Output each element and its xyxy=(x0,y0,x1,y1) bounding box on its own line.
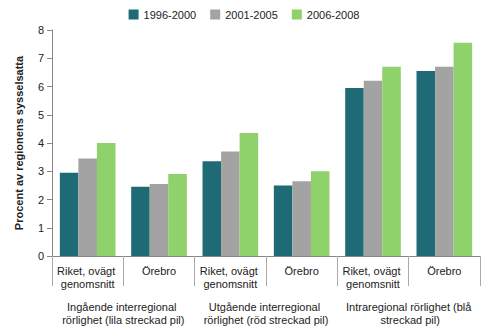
svg-text:5: 5 xyxy=(38,109,44,121)
svg-text:rörlighet (lila streckad pil): rörlighet (lila streckad pil) xyxy=(62,314,184,326)
svg-text:genomsnitt: genomsnitt xyxy=(203,278,257,290)
svg-text:1996-2000: 1996-2000 xyxy=(144,9,197,21)
svg-text:3: 3 xyxy=(38,165,44,177)
svg-text:2006-2008: 2006-2008 xyxy=(307,9,360,21)
svg-text:7: 7 xyxy=(38,52,44,64)
svg-text:Intraregional rörlighet (blå: Intraregional rörlighet (blå xyxy=(346,301,472,313)
svg-text:Utgående interregional: Utgående interregional xyxy=(209,301,323,313)
svg-text:Ingående interregional: Ingående interregional xyxy=(67,301,180,313)
svg-text:rörlighet (röd streckad pil): rörlighet (röd streckad pil) xyxy=(204,314,329,326)
svg-text:0: 0 xyxy=(38,250,44,262)
svg-text:Örebro: Örebro xyxy=(142,265,176,277)
svg-text:8: 8 xyxy=(38,24,44,36)
svg-text:genomsnitt: genomsnitt xyxy=(346,278,400,290)
svg-text:Örebro: Örebro xyxy=(427,265,461,277)
svg-text:genomsnitt: genomsnitt xyxy=(61,278,115,290)
svg-text:Örebro: Örebro xyxy=(285,265,319,277)
svg-text:6: 6 xyxy=(38,81,44,93)
svg-text:2001-2005: 2001-2005 xyxy=(225,9,278,21)
svg-text:2: 2 xyxy=(38,194,44,206)
svg-text:Riket, ovägt: Riket, ovägt xyxy=(342,265,403,277)
svg-text:4: 4 xyxy=(38,137,44,149)
svg-text:1: 1 xyxy=(38,222,44,234)
svg-text:Riket, ovägt: Riket, ovägt xyxy=(57,265,118,277)
svg-text:Riket, ovägt: Riket, ovägt xyxy=(200,265,261,277)
svg-text:Procent av regionens sysselsat: Procent av regionens sysselsatta xyxy=(13,55,25,230)
svg-text:streckad pil): streckad pil) xyxy=(377,314,439,326)
